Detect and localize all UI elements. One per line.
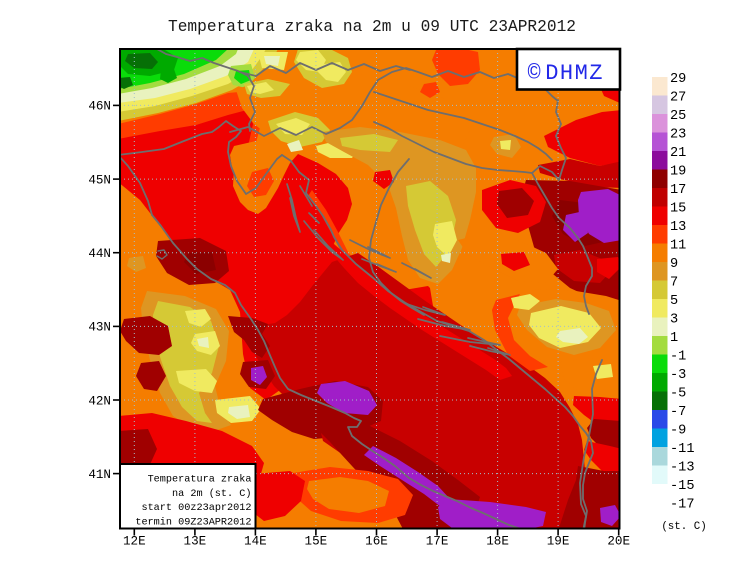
svg-text:44N: 44N [88, 247, 111, 261]
svg-text:29: 29 [670, 72, 686, 87]
svg-text:7: 7 [670, 275, 678, 290]
svg-text:19E: 19E [547, 535, 570, 549]
svg-text:18E: 18E [486, 535, 509, 549]
svg-text:15: 15 [670, 201, 686, 216]
svg-text:-15: -15 [670, 479, 694, 494]
svg-text:na 2m (st. C): na 2m (st. C) [172, 488, 251, 500]
svg-text:-1: -1 [670, 349, 686, 364]
svg-text:Temperatura zraka na 2m u 09 U: Temperatura zraka na 2m u 09 UTC 23APR20… [168, 18, 576, 36]
svg-text:5: 5 [670, 294, 678, 309]
svg-text:27: 27 [670, 90, 686, 105]
svg-text:3: 3 [670, 312, 678, 327]
svg-text:20E: 20E [607, 535, 630, 549]
svg-text:23: 23 [670, 127, 686, 142]
svg-text:16E: 16E [365, 535, 388, 549]
svg-text:Temperatura zraka: Temperatura zraka [148, 474, 252, 486]
svg-text:termin 09Z23APR2012: termin 09Z23APR2012 [135, 516, 251, 528]
svg-text:12E: 12E [123, 535, 146, 549]
svg-text:©DHMZ: © DHMZ [528, 61, 605, 86]
svg-text:13: 13 [670, 220, 686, 235]
svg-text:-11: -11 [670, 442, 694, 457]
svg-text:-3: -3 [670, 368, 686, 383]
svg-text:14E: 14E [244, 535, 267, 549]
svg-text:17: 17 [670, 183, 686, 198]
svg-text:25: 25 [670, 109, 686, 124]
svg-text:9: 9 [670, 257, 678, 272]
svg-text:46N: 46N [88, 100, 111, 114]
svg-text:43N: 43N [88, 321, 111, 335]
svg-text:1: 1 [670, 331, 678, 346]
svg-text:start 00z23apr2012: start 00z23apr2012 [141, 503, 251, 514]
svg-text:-17: -17 [670, 497, 694, 512]
svg-text:-7: -7 [670, 405, 686, 420]
svg-text:-9: -9 [670, 423, 686, 438]
svg-text:15E: 15E [305, 535, 328, 549]
svg-text:45N: 45N [88, 173, 111, 187]
svg-text:(st. C): (st. C) [661, 521, 706, 533]
svg-text:17E: 17E [426, 535, 449, 549]
svg-text:-13: -13 [670, 460, 694, 475]
svg-text:-5: -5 [670, 386, 686, 401]
svg-text:41N: 41N [88, 468, 111, 482]
svg-text:11: 11 [670, 238, 686, 253]
svg-text:42N: 42N [88, 394, 111, 408]
svg-text:19: 19 [670, 164, 686, 179]
svg-text:13E: 13E [184, 535, 207, 549]
svg-text:21: 21 [670, 146, 686, 161]
